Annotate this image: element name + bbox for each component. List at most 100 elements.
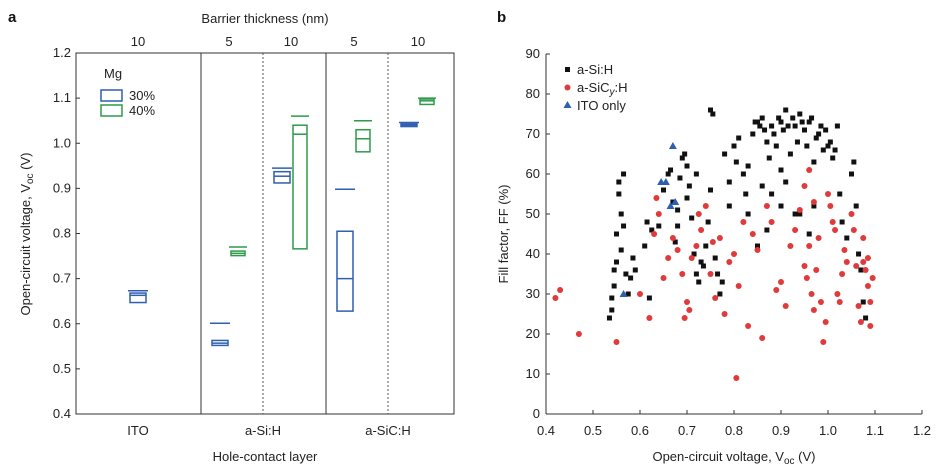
- scatter-point: [672, 239, 678, 245]
- scatter-point: [858, 267, 864, 273]
- scatter-point: [712, 295, 719, 301]
- scatter-point: [827, 203, 834, 209]
- box-plot: [354, 119, 372, 153]
- scatter-point: [668, 167, 674, 173]
- scatter-point: [856, 251, 862, 257]
- panel-b-xtick-label: 0.8: [725, 423, 743, 438]
- panel-a-ylabel-unit: (V): [18, 152, 33, 169]
- scatter-point: [820, 339, 827, 345]
- legend-label-40: 40%: [129, 103, 155, 118]
- scatter-point: [783, 179, 789, 185]
- scatter-point: [806, 167, 813, 173]
- panel-b-ytick-label: 10: [526, 366, 540, 381]
- scatter-point: [621, 223, 627, 229]
- panel-b-legend: a-Si:H a-SiCy:H ITO only: [563, 62, 628, 113]
- panel-b-xlabel: Open-circuit voltage, Voc (V): [652, 449, 815, 467]
- scatter-point: [818, 123, 824, 129]
- panel-b-ylabel: Fill factor, FF (%): [496, 185, 511, 284]
- scatter-point: [644, 219, 650, 225]
- scatter-point: [836, 299, 843, 305]
- scatter-point: [630, 255, 636, 261]
- panel-b-xtick-label: 0.7: [678, 423, 696, 438]
- scatter-point: [867, 323, 874, 329]
- box-plot: [128, 290, 148, 304]
- scatter-point: [806, 119, 812, 125]
- scatter-point: [691, 251, 697, 257]
- scatter-point: [806, 243, 813, 249]
- legend-marker-ito: [563, 101, 572, 108]
- scatter-point: [656, 223, 662, 229]
- scatter-point: [693, 243, 700, 249]
- scatter-point: [857, 319, 864, 325]
- panel-b: b Fill factor, FF (%) Open-circuit volta…: [496, 9, 931, 467]
- panel-a-ylabel-sub: oc: [25, 173, 36, 184]
- box-plot: [335, 188, 355, 312]
- scatter-point: [606, 315, 612, 321]
- panel-b-ticks: 0 10 20 30 40 50 60 70 80 90 0.4 0.5 0.6 0.7 0.8 0.9 1.0…: [526, 46, 932, 438]
- scatter-point: [844, 235, 850, 241]
- scatter-point: [726, 203, 732, 209]
- scatter-point: [653, 195, 660, 201]
- scatter-point: [716, 235, 723, 241]
- scatter-point: [684, 163, 690, 169]
- scatter-point: [735, 283, 742, 289]
- group-label-asich: a-SiC:H: [365, 423, 411, 438]
- scatter-point: [813, 267, 820, 273]
- scatter-point: [721, 311, 728, 317]
- panel-a-ytick-label: 0.7: [53, 271, 71, 286]
- scatter-point: [773, 143, 779, 149]
- scatter-point: [703, 243, 709, 249]
- scatter-point: [757, 123, 763, 129]
- scatter-point: [810, 199, 817, 205]
- scatter-point: [829, 219, 836, 225]
- legend-marker-asih: [565, 67, 570, 72]
- scatter-point: [677, 175, 683, 181]
- group-label-ito: ITO: [127, 423, 148, 438]
- scatter-point: [825, 191, 831, 197]
- scatter-point: [755, 243, 760, 249]
- scatter-point: [611, 283, 617, 289]
- scatter-point: [616, 191, 622, 197]
- group-label-asih: a-Si:H: [245, 423, 281, 438]
- scatter-point: [731, 143, 737, 149]
- scatter-point: [679, 271, 686, 277]
- scatter-point: [722, 151, 728, 157]
- scatter-point: [726, 259, 733, 265]
- scatter-point: [827, 139, 833, 145]
- scatter-point: [611, 267, 617, 273]
- box-iqr: [419, 98, 435, 106]
- scatter-point: [613, 339, 620, 345]
- series-square: [606, 107, 869, 321]
- box-iqr: [273, 170, 291, 184]
- scatter-point: [552, 295, 559, 301]
- thickness-label-asich-5: 5: [350, 34, 357, 49]
- panel-a-legend: Mg 30% 40%: [100, 66, 155, 118]
- scatter-point: [679, 155, 685, 161]
- scatter-point: [754, 247, 761, 253]
- scatter-point: [797, 111, 803, 117]
- scatter-point: [755, 119, 760, 125]
- scatter-point: [780, 127, 786, 133]
- scatter-point: [768, 219, 775, 225]
- panel-b-ytick-label: 70: [526, 126, 540, 141]
- scatter-point: [719, 279, 725, 285]
- scatter-point: [700, 263, 706, 269]
- scatter-point: [797, 211, 803, 217]
- scatter-point: [849, 171, 854, 177]
- scatter-point: [669, 235, 676, 241]
- panel-b-label: b: [497, 9, 506, 26]
- box-iqr: [336, 230, 354, 312]
- scatter-point: [693, 171, 699, 177]
- panel-b-xlabel-main: Open-circuit voltage, V: [652, 449, 784, 464]
- panel-b-xtick-label: 1.1: [866, 423, 884, 438]
- scatter-point: [799, 119, 805, 125]
- scatter-point: [825, 143, 831, 149]
- scatter-point: [759, 115, 765, 121]
- panel-a-ylabel: Open-circuit voltage, Voc (V): [18, 152, 36, 315]
- scatter-point: [778, 167, 784, 173]
- legend-label-30: 30%: [129, 88, 155, 103]
- box-plot: [418, 97, 436, 106]
- scatter-point: [642, 243, 648, 249]
- scatter-point: [682, 151, 688, 157]
- scatter-point: [759, 183, 765, 189]
